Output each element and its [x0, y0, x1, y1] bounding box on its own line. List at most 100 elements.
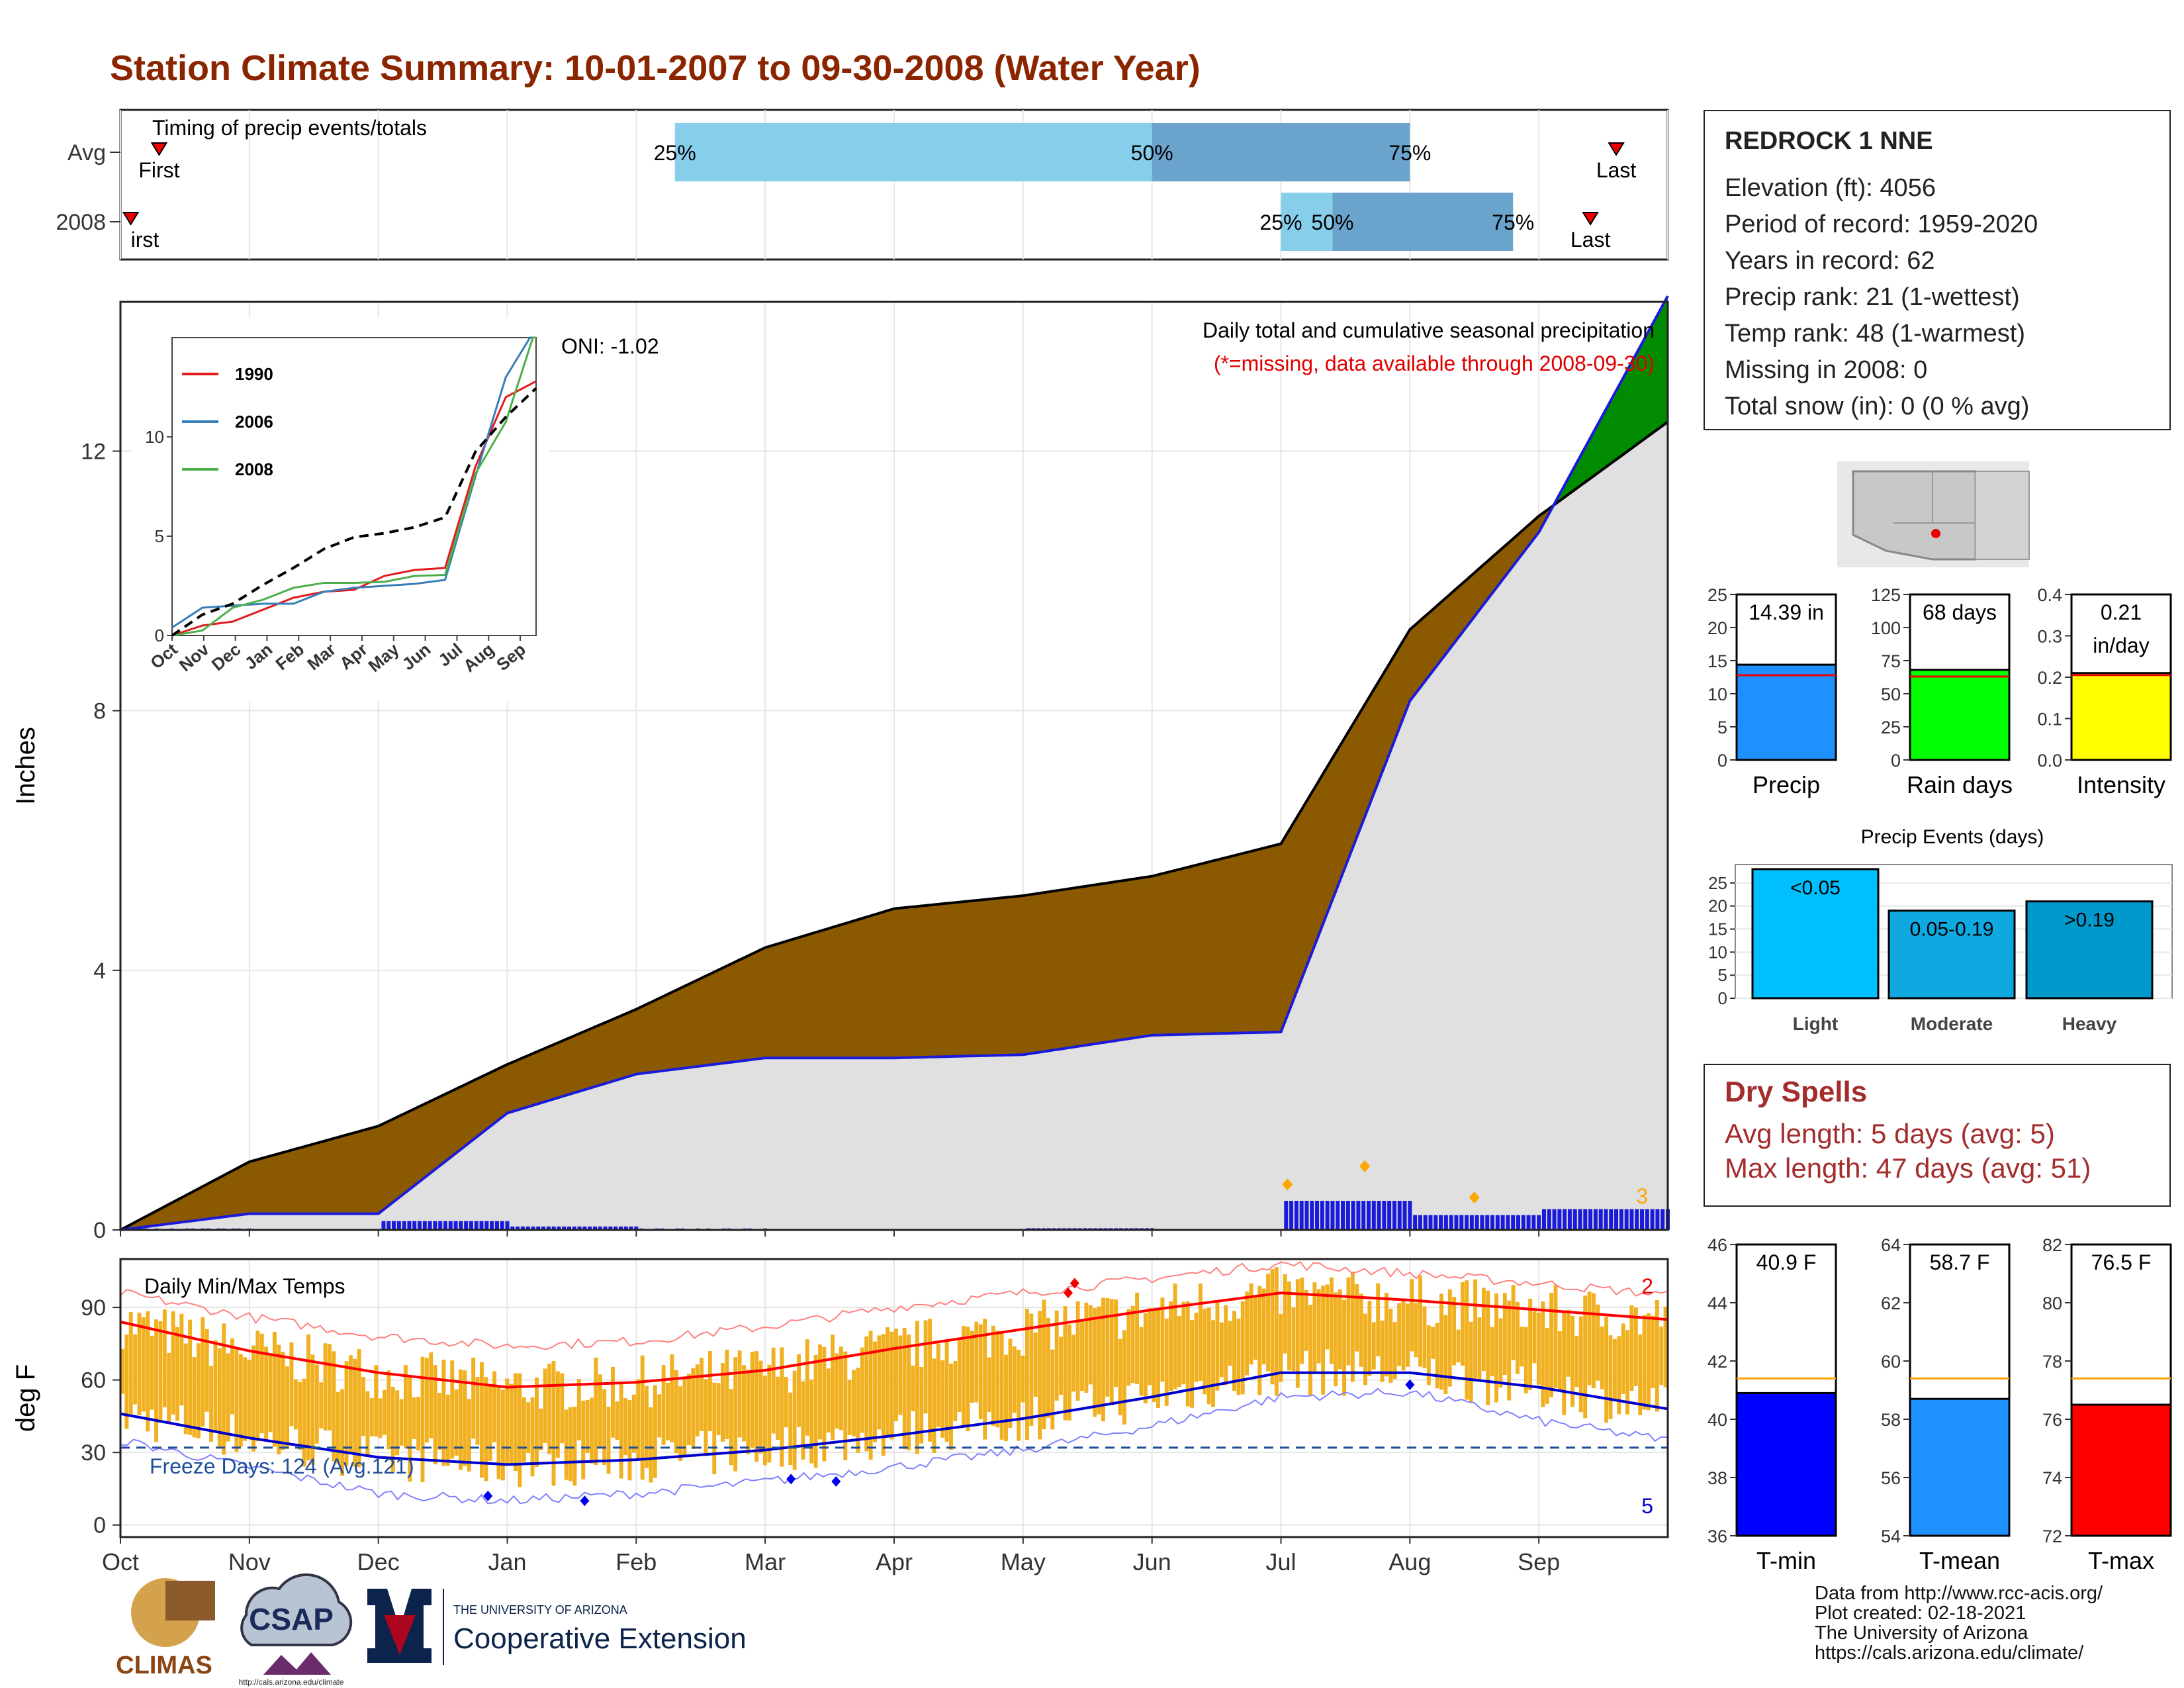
daily-temp-bar [336, 1391, 340, 1464]
daily-temp-bar [1528, 1298, 1533, 1390]
daily-precip-bar [562, 1226, 567, 1230]
daily-temp-bar [171, 1311, 175, 1415]
extreme-count-label: 3 [1636, 1184, 1648, 1208]
summary-value-label: 14.39 in [1749, 600, 1824, 624]
daily-temp-bar [332, 1351, 336, 1462]
daily-temp-bar [1224, 1305, 1228, 1385]
daily-temp-bar [797, 1354, 801, 1427]
timing-bar-50-75 [1152, 123, 1410, 181]
daily-temp-bar [864, 1336, 869, 1452]
daily-temp-bar [1490, 1327, 1494, 1377]
csap-cloud-icon [240, 1573, 353, 1646]
daily-temp-bar [518, 1373, 522, 1487]
daily-temp-bar [551, 1361, 556, 1486]
daily-precip-bar [1439, 1215, 1443, 1230]
month-tick-label: Jul [1265, 1548, 1296, 1575]
daily-temp-bar [383, 1389, 387, 1435]
daily-temp-bar [1190, 1320, 1195, 1408]
inset-avg-line [171, 387, 537, 637]
summary-y-tick: 100 [1871, 618, 1901, 638]
daily-precip-bar [412, 1221, 417, 1230]
daily-temp-bar [1122, 1330, 1126, 1425]
daily-temp-bar [631, 1394, 636, 1453]
daily-temp-bar [1097, 1306, 1101, 1415]
summary-y-tick: 0.2 [2037, 668, 2062, 688]
daily-precip-bar [396, 1221, 401, 1230]
daily-temp-bar [399, 1399, 404, 1446]
summary-y-tick: 56 [1881, 1468, 1901, 1488]
daily-temp-bar [395, 1390, 400, 1456]
daily-precip-bar [634, 1226, 639, 1230]
credit-line: https://cals.arizona.edu/climate/ [1815, 1642, 2084, 1664]
daily-precip-bar [1604, 1209, 1608, 1230]
timing-panel: Timing of precip events/totals Avg 25% 50% 7… [56, 109, 1669, 261]
daily-temp-bar [441, 1360, 446, 1466]
daily-temp-bar [1392, 1322, 1397, 1380]
daily-temp-bar [758, 1360, 763, 1454]
daily-precip-bar [1635, 1209, 1639, 1230]
daily-temp-bar [873, 1341, 877, 1442]
daily-precip-bar [479, 1221, 484, 1230]
daily-temp-bar [1647, 1313, 1651, 1411]
daily-temp-bar [403, 1365, 408, 1449]
daily-temp-bar [1021, 1355, 1025, 1403]
summary-y-tick: 0.3 [2037, 627, 2062, 647]
station-location-marker [1931, 529, 1940, 538]
summary-y-tick: 0 [1717, 751, 1727, 771]
daily-temp-bar [1181, 1301, 1186, 1385]
summary-y-tick: 80 [2042, 1293, 2062, 1313]
daily-temp-bar [505, 1378, 510, 1464]
timing-bar-25-50 [1281, 193, 1333, 251]
daily-temp-bar [201, 1317, 205, 1427]
timing-pct-label: 75% [1388, 141, 1431, 165]
daily-precip-bar [1408, 1200, 1412, 1230]
daily-temp-bar [1312, 1282, 1317, 1372]
daily-temp-bar [1105, 1298, 1110, 1397]
daily-temp-bar [818, 1344, 822, 1440]
daily-temp-bar [1638, 1334, 1643, 1415]
daily-temp-bar [1219, 1322, 1224, 1378]
daily-precip-bar [1351, 1200, 1355, 1230]
daily-temp-bar [974, 1321, 979, 1403]
daily-temp-bar [666, 1382, 670, 1440]
daily-temp-bar [1443, 1315, 1448, 1394]
daily-temp-bar [894, 1329, 898, 1421]
daily-precip-bar [1500, 1215, 1505, 1230]
daily-temp-bar [302, 1378, 306, 1467]
daily-temp-bar [1198, 1283, 1203, 1381]
daily-temp-bar [962, 1325, 966, 1426]
daily-temp-bar [340, 1389, 345, 1476]
station-line: Missing in 2008: 0 [1725, 356, 1928, 384]
daily-temp-bar [835, 1353, 839, 1429]
station-name: REDROCK 1 NNE [1725, 127, 1933, 155]
inset-series-line [171, 380, 537, 637]
daily-precip-bar [598, 1226, 602, 1230]
daily-precip-bar [1506, 1215, 1510, 1230]
daily-temp-bar [983, 1319, 987, 1440]
daily-precip-bar [618, 1226, 623, 1230]
daily-temp-bar [387, 1370, 391, 1450]
first-event-label: First [138, 158, 179, 182]
daily-temp-bar [141, 1317, 146, 1412]
y-tick-label: 12 [81, 439, 106, 464]
event-bar [1751, 868, 1880, 1000]
summary-y-tick: 46 [1707, 1235, 1727, 1255]
summary-y-tick: 75 [1881, 651, 1901, 671]
daily-temp-bar [1054, 1310, 1059, 1401]
daily-temp-bar [1088, 1305, 1093, 1385]
daily-temp-bar [581, 1401, 586, 1479]
dry-avg-length: Avg length: 5 days (avg: 5) [1725, 1118, 2055, 1149]
daily-temp-bar [1126, 1309, 1131, 1386]
daily-temp-bar [1232, 1311, 1236, 1391]
month-tick-label: Sep [1518, 1548, 1560, 1575]
daily-temp-bar [640, 1355, 645, 1480]
ua-logo-block-a [367, 1589, 432, 1663]
daily-temp-bar [623, 1398, 628, 1456]
daily-temp-bar [1651, 1315, 1655, 1388]
summary-category-label: T-mean [1919, 1547, 2000, 1574]
daily-precip-bar [1645, 1209, 1649, 1230]
precip-panel-title: Daily total and cumulative seasonal prec… [1203, 318, 1655, 342]
summary-value-label: 68 days [1923, 600, 1997, 624]
daily-temp-bar [1033, 1332, 1038, 1397]
daily-temp-bar [754, 1351, 759, 1462]
